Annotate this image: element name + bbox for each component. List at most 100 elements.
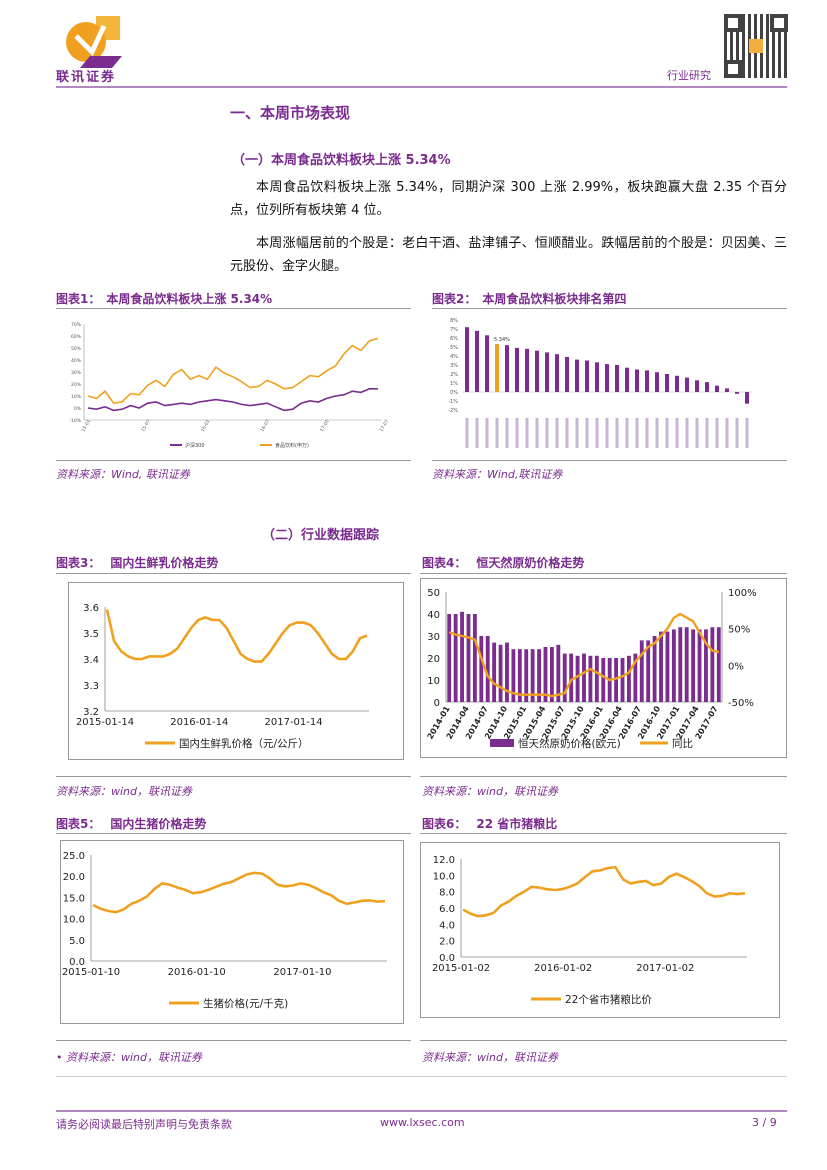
bar bbox=[475, 330, 479, 392]
bar bbox=[543, 647, 548, 702]
y-tick-label: 20% bbox=[71, 382, 82, 388]
figure-2-bottom-rule bbox=[432, 460, 787, 461]
bar-category-label bbox=[485, 418, 489, 448]
bar bbox=[535, 350, 539, 392]
figure-1-label: 图表1： 本周食品饮料板块上涨 5.34% bbox=[56, 290, 272, 307]
bar bbox=[745, 392, 749, 404]
figure-6-bottom-rule bbox=[420, 1040, 787, 1041]
y-tick-label: 2% bbox=[450, 372, 458, 378]
figure-4-title: 恒天然原奶价格走势 bbox=[476, 556, 585, 570]
x-tick-label: 15-01 bbox=[81, 419, 93, 433]
y-left-tick-label: 20 bbox=[427, 654, 440, 665]
bar-category-label bbox=[685, 418, 689, 448]
figure-3-title: 国内生鲜乳价格走势 bbox=[110, 556, 219, 570]
bar bbox=[716, 627, 721, 702]
page-number: 3 / 9 bbox=[752, 1116, 777, 1129]
legend-label: 沪深300 bbox=[185, 442, 205, 449]
x-tick-label: 17-07 bbox=[379, 419, 390, 433]
figure-3-bottom-rule bbox=[56, 776, 411, 777]
bar-category-label bbox=[605, 418, 609, 448]
bar bbox=[615, 365, 619, 392]
chart-1: 70% 60% 50% 40% 30% 20% 10% 0% -10% 15-01 15-07 16-… bbox=[69, 322, 390, 449]
bar-category-label bbox=[565, 418, 569, 448]
bar bbox=[556, 644, 561, 702]
legend-label: 恒天然原奶价格(欧元) bbox=[518, 737, 621, 750]
bar bbox=[639, 640, 644, 702]
x-tick-label: 15-07 bbox=[140, 419, 152, 433]
figure-3-source: 资料来源：wind，联讯证券 bbox=[56, 785, 193, 798]
chart-3-frame bbox=[68, 582, 404, 760]
bar bbox=[479, 636, 484, 702]
legend-label: 国内生鲜乳价格（元/公斤） bbox=[179, 737, 309, 750]
series-line bbox=[462, 865, 746, 918]
bar bbox=[675, 375, 679, 392]
y-right-tick-label: 50% bbox=[728, 625, 750, 636]
figure-6-top-rule bbox=[420, 833, 787, 834]
bar bbox=[695, 380, 699, 392]
company-name: 联讯证券 bbox=[56, 70, 117, 85]
y-tick-label: 6% bbox=[450, 336, 458, 342]
qr-code bbox=[724, 14, 788, 78]
bar-category-label bbox=[745, 418, 749, 448]
x-tick-label: 2016-01-10 bbox=[168, 967, 226, 978]
y-tick-label: 70% bbox=[71, 322, 82, 328]
subsection-title-1: （一）本周食品饮料板块上涨 5.34% bbox=[232, 153, 451, 168]
bar bbox=[614, 658, 619, 702]
bar-category-label bbox=[515, 418, 519, 448]
bar-category-label bbox=[715, 418, 719, 448]
footer-divider bbox=[56, 1110, 787, 1112]
legend-swatch-bars bbox=[490, 739, 514, 747]
x-tick-label: 16-07 bbox=[259, 419, 271, 433]
bar bbox=[485, 335, 489, 392]
y-tick-label: 3.3 bbox=[83, 681, 99, 692]
bar-category-label bbox=[635, 418, 639, 448]
y-tick-label: 5.0 bbox=[69, 936, 85, 947]
y-tick-label: 0.0 bbox=[69, 957, 85, 968]
bar-category-label bbox=[535, 418, 539, 448]
y-tick-label: 6.0 bbox=[439, 904, 455, 915]
y-left-tick-label: 0 bbox=[434, 698, 440, 709]
x-tick-label: 2015-01-10 bbox=[62, 967, 120, 978]
x-tick-label: 2015-01-14 bbox=[76, 717, 134, 728]
bar bbox=[453, 614, 458, 702]
bar bbox=[569, 653, 574, 702]
figure-1-prefix: 图表1： bbox=[56, 292, 101, 306]
figure-2-title: 本周食品饮料板块排名第四 bbox=[482, 292, 627, 306]
y-left-tick-label: 10 bbox=[427, 676, 440, 687]
bar bbox=[633, 653, 638, 702]
bar bbox=[725, 388, 729, 392]
bar bbox=[625, 367, 629, 392]
legend-label: 同比 bbox=[672, 737, 693, 750]
bar bbox=[659, 631, 663, 702]
y-tick-label: 1% bbox=[450, 381, 458, 387]
figure-1-bottom-rule bbox=[56, 460, 411, 461]
bar bbox=[555, 354, 559, 392]
y-tick-label: 4.0 bbox=[439, 920, 455, 931]
legend-label: 食品饮料(申万) bbox=[275, 442, 309, 449]
y-tick-label: 15.0 bbox=[63, 893, 85, 904]
bar-category-label bbox=[545, 418, 549, 448]
figure-5-title: 国内生猪价格走势 bbox=[110, 817, 207, 831]
bar-category-label bbox=[705, 418, 709, 448]
y-tick-label: 10.0 bbox=[433, 871, 455, 882]
figure-6-title: 22 省市猪粮比 bbox=[476, 817, 558, 831]
bar bbox=[498, 644, 503, 702]
bar bbox=[524, 649, 529, 702]
y-tick-label: 3.2 bbox=[83, 707, 99, 718]
bar bbox=[505, 642, 509, 702]
bar bbox=[646, 640, 651, 702]
figure-4-bottom-rule bbox=[420, 776, 787, 777]
x-tick-label: 2016-01-02 bbox=[534, 963, 592, 974]
bar bbox=[460, 611, 464, 702]
y-right-tick-label: 100% bbox=[728, 588, 757, 599]
chart-4: 50403020100100%50%0%-50%2014-012014-0420… bbox=[420, 578, 787, 758]
footer-website[interactable]: www.lxsec.com bbox=[380, 1116, 465, 1129]
x-tick-label: 2016-01-14 bbox=[170, 717, 228, 728]
bar bbox=[671, 629, 676, 702]
highlight-data-label: 5.34% bbox=[494, 337, 510, 343]
figure-4-top-rule bbox=[420, 573, 787, 574]
y-tick-label: 3% bbox=[450, 363, 458, 369]
